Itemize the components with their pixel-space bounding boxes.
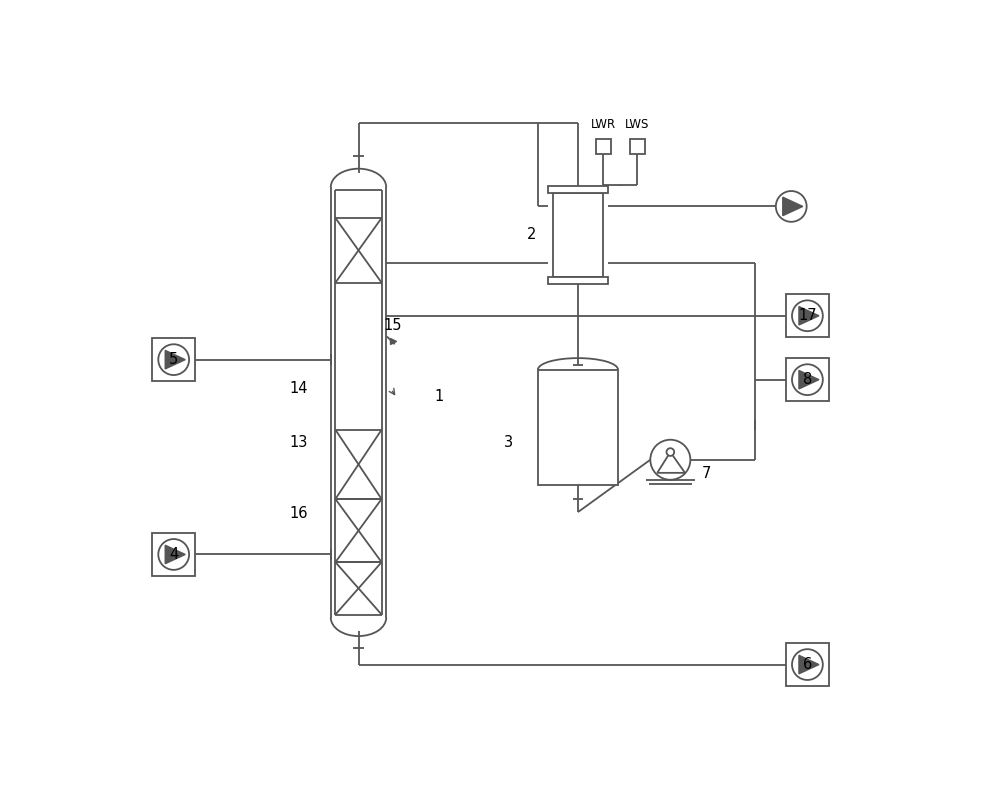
Circle shape (792, 300, 823, 331)
Bar (548, 277, 608, 284)
Text: 14: 14 (289, 381, 308, 396)
Bar (786, 358, 829, 401)
Circle shape (792, 649, 823, 680)
Polygon shape (783, 197, 803, 216)
Text: 15: 15 (384, 318, 402, 333)
Polygon shape (657, 452, 685, 472)
Circle shape (792, 364, 823, 395)
Bar (548, 185, 608, 193)
Bar (786, 643, 829, 686)
Circle shape (158, 345, 189, 375)
Text: 17: 17 (798, 308, 817, 324)
Text: 7: 7 (702, 466, 711, 481)
Bar (152, 533, 195, 576)
Polygon shape (165, 545, 185, 564)
Bar (152, 338, 195, 381)
Text: 6: 6 (803, 657, 812, 672)
Bar (596, 138, 611, 154)
Polygon shape (165, 350, 185, 369)
Text: 5: 5 (169, 352, 178, 367)
Text: 1: 1 (435, 389, 444, 404)
Bar (786, 294, 829, 337)
Text: 8: 8 (803, 372, 812, 388)
Bar (630, 138, 645, 154)
Text: 4: 4 (169, 547, 178, 562)
Text: LWR: LWR (591, 118, 616, 131)
Circle shape (667, 448, 674, 456)
Text: 16: 16 (289, 506, 308, 521)
Text: LWS: LWS (625, 118, 649, 131)
Bar (538, 370, 618, 485)
Text: 3: 3 (504, 435, 513, 451)
Polygon shape (799, 371, 819, 389)
Circle shape (650, 440, 690, 480)
Polygon shape (799, 307, 819, 325)
Polygon shape (799, 655, 819, 674)
Circle shape (776, 191, 807, 222)
Circle shape (158, 539, 189, 570)
Text: 2: 2 (527, 227, 536, 243)
Text: 13: 13 (289, 435, 308, 451)
Bar (553, 193, 603, 277)
